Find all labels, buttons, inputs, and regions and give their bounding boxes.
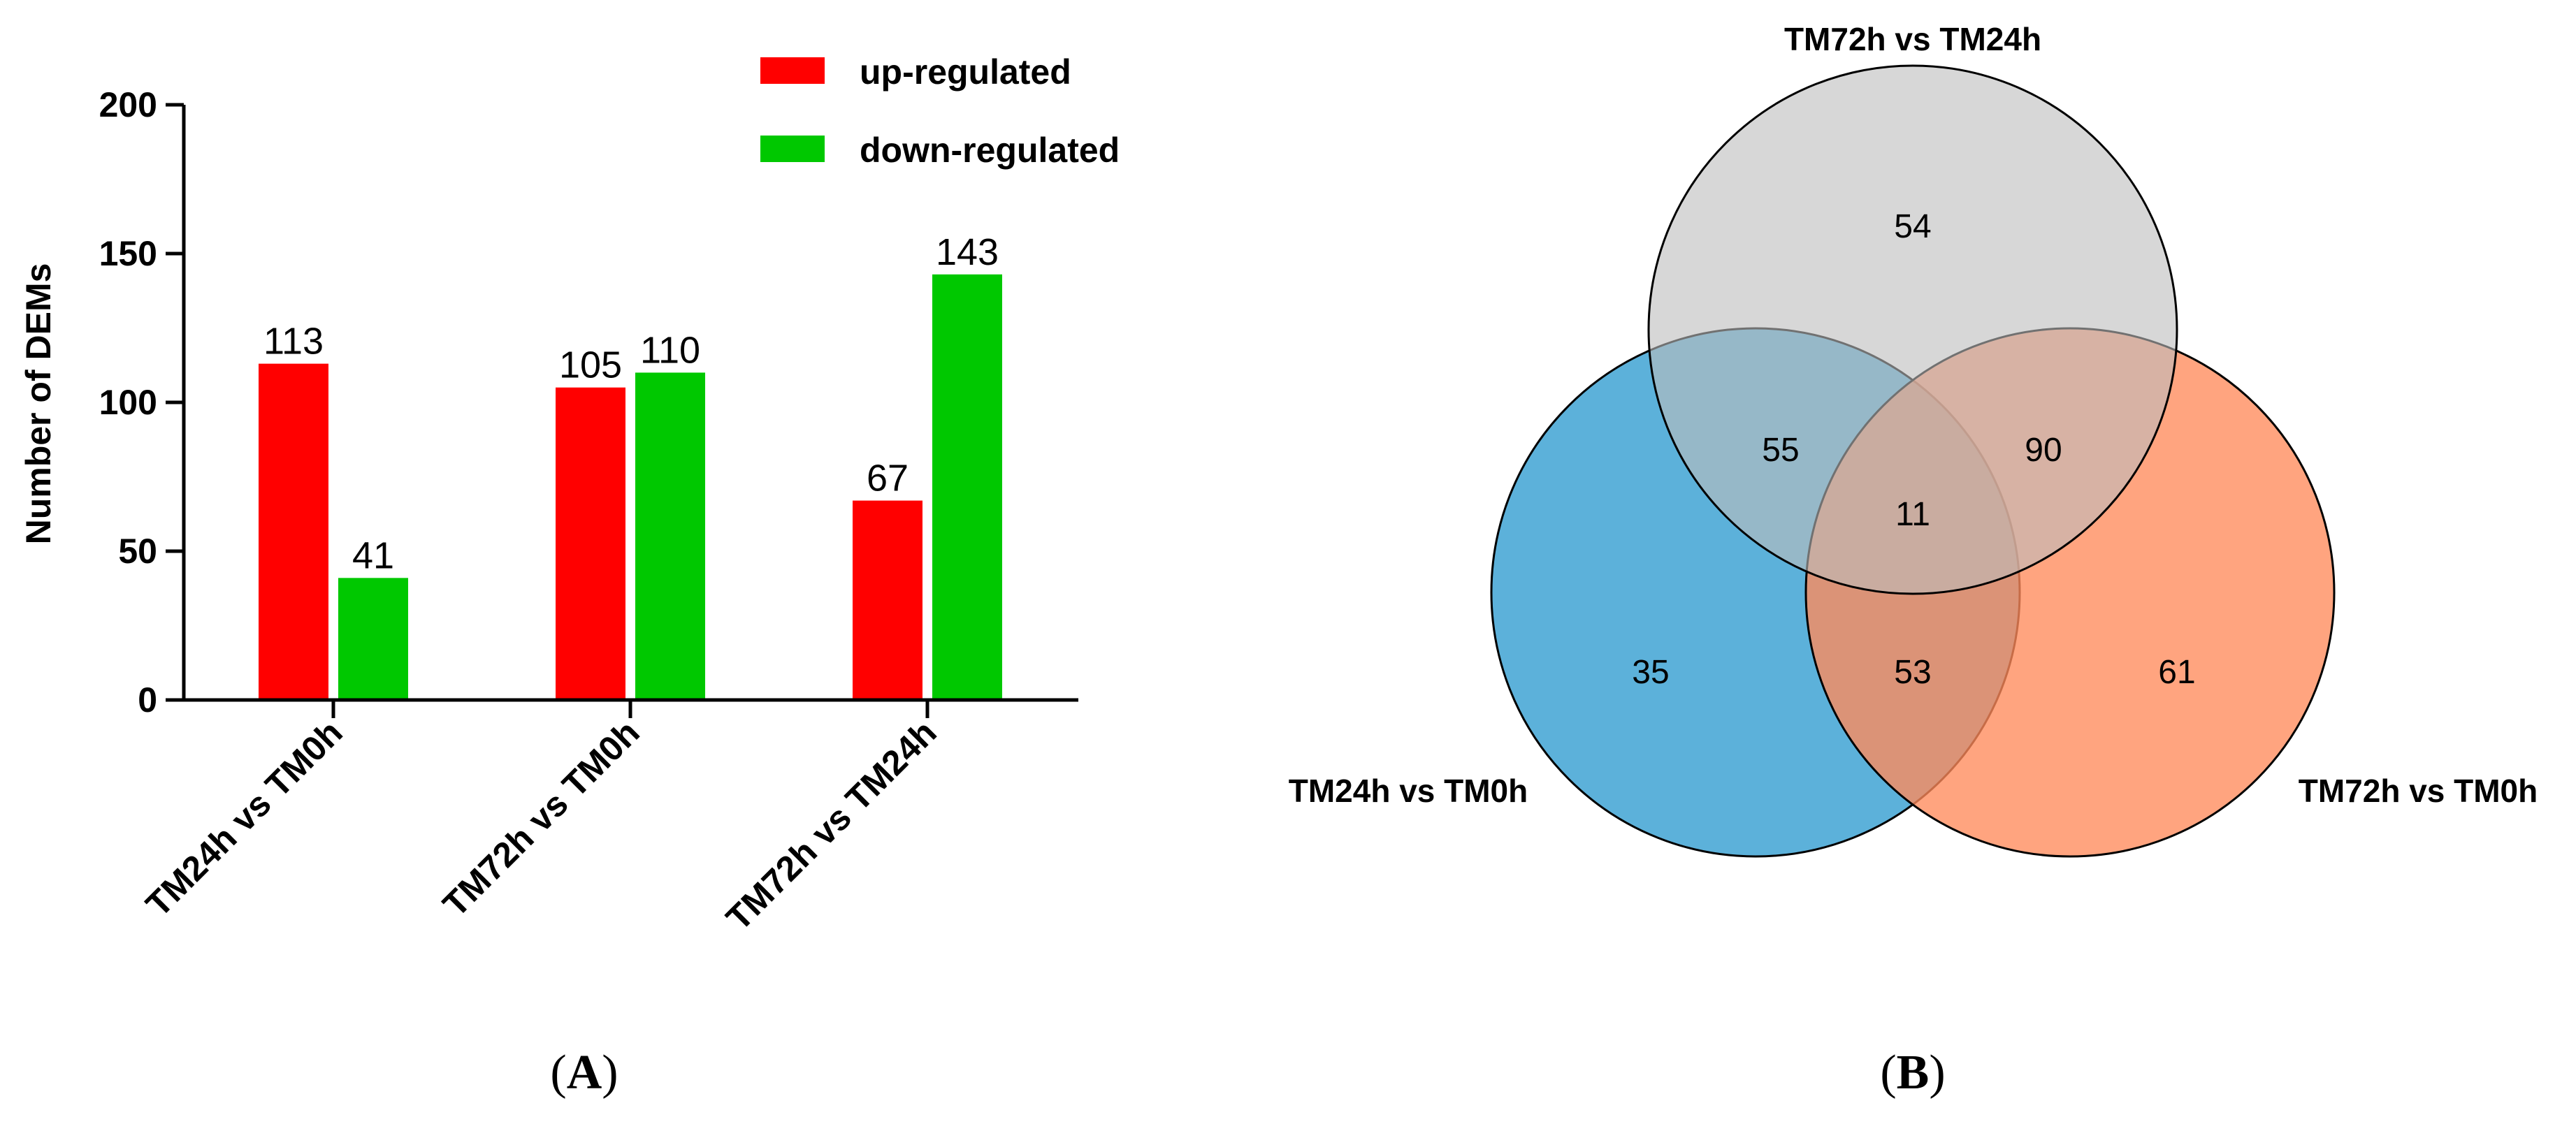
venn-region-only-tm72h-vs-tm24h: 54: [1894, 208, 1931, 245]
venn-set-label-tm72h-vs-tm0h: TM72h vs TM0h: [2299, 773, 2538, 809]
panel-label-b: (B): [1880, 1046, 1945, 1100]
panel-label-a-close-paren: ): [602, 1046, 618, 1100]
bar-up-regulated-tm72h-vs-tm24h: [853, 500, 922, 700]
venn-region-only-tm24h-vs-tm0h: 35: [1632, 654, 1669, 691]
data-label-up-regulated-tm24h-vs-tm0h: 113: [263, 321, 324, 363]
legend-swatch-up-regulated: [760, 57, 825, 84]
y-tick-label-0: 0: [138, 680, 157, 720]
panel-label-a-open-paren: (: [550, 1046, 566, 1100]
venn-region-overlap-24v0-72v24: 55: [1762, 432, 1799, 469]
venn-circle-tm72h-vs-tm24h: [1647, 64, 2178, 595]
x-axis-ticks: [331, 700, 929, 718]
bar-data-labels: 113 41 105 110 67 143: [263, 231, 999, 577]
data-label-down-regulated-tm24h-vs-tm0h: 41: [352, 534, 394, 576]
bar-legend: up-regulated down-regulated: [760, 52, 1120, 170]
bar-down-regulated-tm72h-vs-tm0h: [635, 372, 705, 700]
x-category-label-tm72h-vs-tm24h: TM72h vs TM24h: [718, 713, 944, 938]
x-axis-category-labels: TM24h vs TM0h TM72h vs TM0h TM72h vs TM24h: [138, 713, 944, 938]
data-label-up-regulated-tm72h-vs-tm0h: 105: [559, 344, 622, 386]
bars: [259, 274, 1002, 700]
y-tick-label-100: 100: [99, 383, 157, 422]
data-label-down-regulated-tm72h-vs-tm24h: 143: [936, 231, 999, 273]
bar-chart: up-regulated down-regulated Number of DE…: [19, 52, 1120, 938]
legend-swatch-down-regulated: [760, 136, 825, 162]
panel-label-a: (A): [550, 1046, 618, 1100]
bar-up-regulated-tm72h-vs-tm0h: [556, 387, 625, 700]
panel-label-b-close-paren: ): [1929, 1046, 1945, 1100]
venn-diagram: 54 35 61 55 90 53 11 TM72h vs TM24h TM24…: [1289, 21, 2538, 858]
data-label-down-regulated-tm72h-vs-tm0h: 110: [640, 329, 700, 371]
panel-label-b-open-paren: (: [1880, 1046, 1896, 1100]
y-tick-label-150: 150: [99, 234, 157, 273]
data-label-up-regulated-tm72h-vs-tm24h: 67: [867, 458, 909, 499]
bar-up-regulated-tm24h-vs-tm0h: [259, 363, 328, 700]
venn-region-overlap-24v0-72v0: 53: [1894, 654, 1931, 691]
y-axis-ticks: 0 50 100 150 200: [99, 85, 184, 720]
y-axis-label: Number of DEMs: [19, 263, 58, 545]
venn-region-overlap-72v0-72v24: 90: [2025, 432, 2062, 469]
venn-region-only-tm72h-vs-tm0h: 61: [2158, 654, 2195, 691]
x-category-label-tm24h-vs-tm0h: TM24h vs TM0h: [138, 713, 350, 924]
bar-down-regulated-tm72h-vs-tm24h: [932, 274, 1002, 700]
y-tick-label-200: 200: [99, 85, 157, 124]
panel-label-b-letter: B: [1897, 1046, 1930, 1100]
venn-set-label-tm24h-vs-tm0h: TM24h vs TM0h: [1289, 773, 1528, 809]
venn-set-label-tm72h-vs-tm24h: TM72h vs TM24h: [1784, 21, 2041, 57]
legend-label-up-regulated: up-regulated: [860, 52, 1071, 92]
legend-label-down-regulated: down-regulated: [860, 131, 1120, 170]
panel-label-a-letter: A: [567, 1046, 602, 1100]
bar-down-regulated-tm24h-vs-tm0h: [338, 578, 408, 700]
x-category-label-tm72h-vs-tm0h: TM72h vs TM0h: [435, 713, 647, 924]
venn-region-all-three: 11: [1895, 496, 1930, 533]
y-tick-label-50: 50: [118, 532, 157, 571]
